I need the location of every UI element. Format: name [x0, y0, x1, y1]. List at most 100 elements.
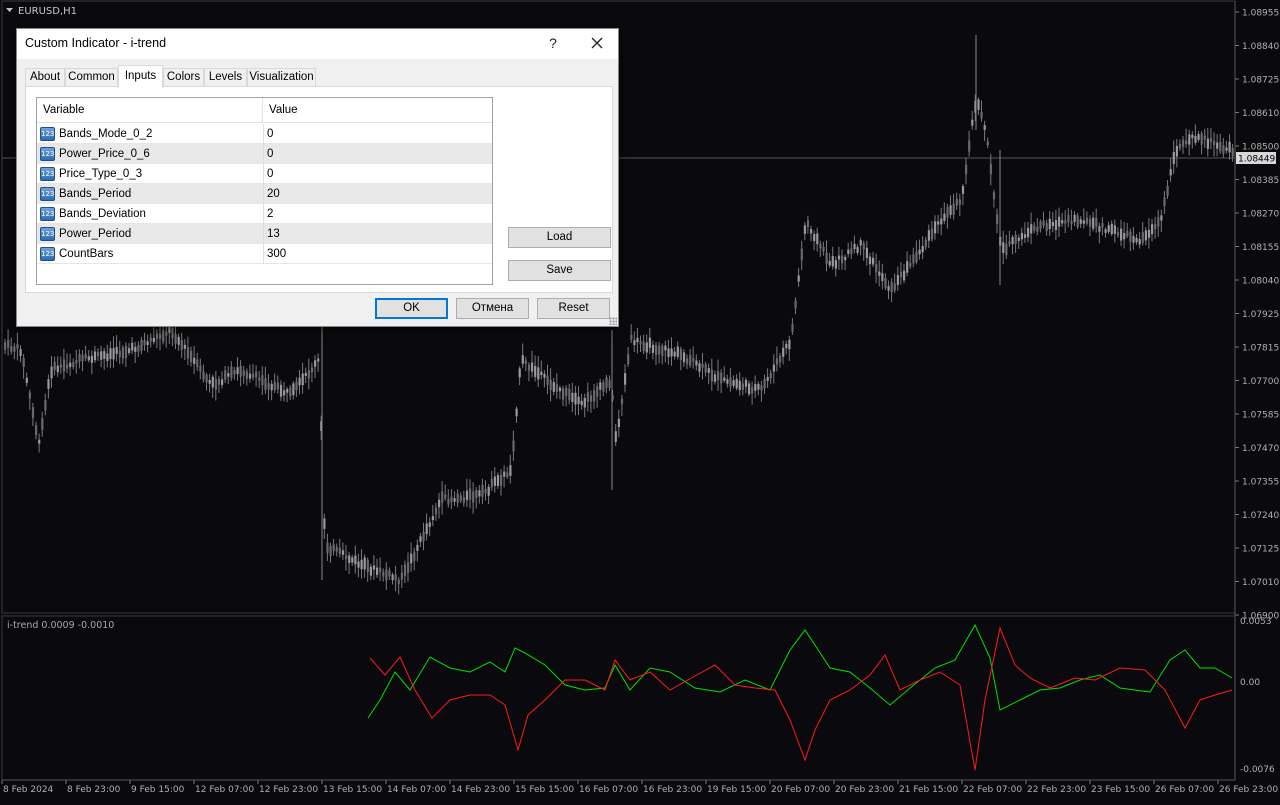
column-divider	[263, 244, 264, 264]
tab-common[interactable]: Common	[65, 68, 118, 87]
candle-body	[1095, 217, 1098, 227]
candle-body	[332, 544, 335, 551]
candle-body	[7, 340, 10, 348]
candle-body	[56, 365, 59, 373]
integer-type-icon: 123	[40, 227, 55, 241]
time-tick-label: 8 Feb 23:00	[67, 785, 121, 795]
candle-body	[589, 395, 593, 402]
load-button[interactable]: Load	[508, 227, 611, 248]
column-header-value[interactable]: Value	[269, 104, 298, 116]
candle-body	[465, 490, 469, 501]
candle-body	[444, 494, 447, 499]
candle-body	[115, 346, 118, 354]
candle-body	[304, 372, 307, 376]
candle-body	[769, 373, 772, 379]
candle-body	[664, 345, 667, 351]
candle-body	[128, 348, 131, 353]
reset-button[interactable]: Reset	[537, 298, 610, 319]
candle-body	[363, 557, 366, 570]
param-row[interactable]: 123 Bands_Deviation 2	[37, 204, 492, 224]
candle-body	[1182, 139, 1185, 147]
price-tick-label: 1.08955	[1242, 9, 1279, 19]
param-value[interactable]: 0	[267, 168, 274, 180]
save-button[interactable]: Save	[508, 260, 611, 281]
tab-levels[interactable]: Levels	[204, 68, 247, 87]
param-value[interactable]: 300	[267, 248, 287, 260]
param-row[interactable]: 123 Power_Price_0_6 0	[37, 144, 492, 164]
candle-body	[692, 358, 695, 362]
candle-body	[927, 230, 930, 241]
candle-body	[1045, 223, 1048, 231]
candle-body	[633, 340, 636, 346]
indicator-tick-label: 0.00	[1240, 678, 1260, 688]
candle-body	[456, 493, 459, 503]
candle-body	[819, 243, 822, 249]
candle-body	[38, 439, 41, 444]
param-name: Price_Type_0_3	[59, 168, 143, 180]
column-header-variable[interactable]: Variable	[37, 98, 263, 123]
param-value[interactable]: 0	[267, 148, 274, 160]
candle-body	[1008, 241, 1011, 245]
candle-body	[555, 384, 558, 392]
candle-body	[345, 555, 348, 560]
candle-body	[670, 348, 673, 357]
candle-body	[385, 569, 388, 581]
candle-body	[258, 377, 261, 381]
candle-body	[484, 488, 487, 494]
candle-body	[912, 254, 915, 264]
help-button[interactable]: ?	[549, 35, 557, 51]
candle-body	[961, 186, 965, 194]
price-tick-label: 1.08725	[1242, 76, 1279, 86]
param-row[interactable]: 123 Bands_Mode_0_2 0	[37, 124, 492, 144]
candle-body	[630, 335, 633, 340]
candle-body	[676, 346, 679, 357]
indicator-axis: 0.0053 0.00 -0.0076	[1240, 617, 1275, 775]
candle-body	[481, 485, 484, 497]
candle-body	[431, 516, 434, 521]
tab-inputs[interactable]: Inputs	[118, 65, 163, 88]
candle-body	[255, 371, 258, 378]
candle-body	[989, 164, 992, 175]
tab-about[interactable]: About	[25, 68, 65, 87]
close-button[interactable]	[585, 31, 609, 55]
candle-body	[295, 381, 298, 391]
candle-body	[394, 574, 397, 581]
candle-body	[165, 331, 168, 336]
candle-body	[831, 256, 834, 267]
time-axis: 8 Feb 2024 8 Feb 23:00 9 Feb 15:00 12 Feb 0…	[1, 780, 1278, 795]
candle-body	[645, 342, 648, 353]
param-value[interactable]: 20	[267, 188, 280, 200]
candle-body	[419, 536, 422, 542]
param-row[interactable]: 123 CountBars 300	[37, 244, 492, 264]
candle-body	[847, 249, 850, 254]
candle-body	[934, 221, 937, 234]
candle-body	[810, 229, 813, 234]
symbol-menu-icon[interactable]	[6, 8, 13, 12]
param-row[interactable]: 123 Power_Period 13	[37, 224, 492, 244]
param-value[interactable]: 0	[267, 128, 274, 140]
param-name: Bands_Mode_0_2	[59, 128, 153, 140]
param-value[interactable]: 2	[267, 208, 274, 220]
param-value[interactable]: 13	[267, 228, 280, 240]
candle-body	[1129, 231, 1132, 242]
candle-body	[608, 380, 611, 388]
candle-body	[41, 418, 44, 430]
candle-body	[1160, 215, 1163, 221]
ok-button[interactable]: OK	[375, 298, 448, 319]
resize-grip[interactable]	[609, 317, 617, 325]
tab-colors[interactable]: Colors	[163, 68, 204, 87]
candle-body	[965, 164, 968, 175]
candle-body	[47, 379, 50, 389]
dialog-title-bar[interactable]: Custom Indicator - i-trend ?	[17, 29, 618, 59]
cancel-button[interactable]: Отмена	[456, 298, 529, 319]
candle-body	[853, 243, 856, 249]
candle-body	[577, 396, 580, 404]
candle-body	[140, 339, 143, 351]
param-row[interactable]: 123 Bands_Period 20	[37, 184, 492, 204]
tab-visualization[interactable]: Visualization	[247, 68, 316, 87]
candle-body	[283, 390, 286, 396]
param-row[interactable]: 123 Price_Type_0_3 0	[37, 164, 492, 184]
candle-body	[779, 355, 782, 363]
candle-body	[320, 421, 323, 432]
candle-body	[794, 300, 797, 309]
